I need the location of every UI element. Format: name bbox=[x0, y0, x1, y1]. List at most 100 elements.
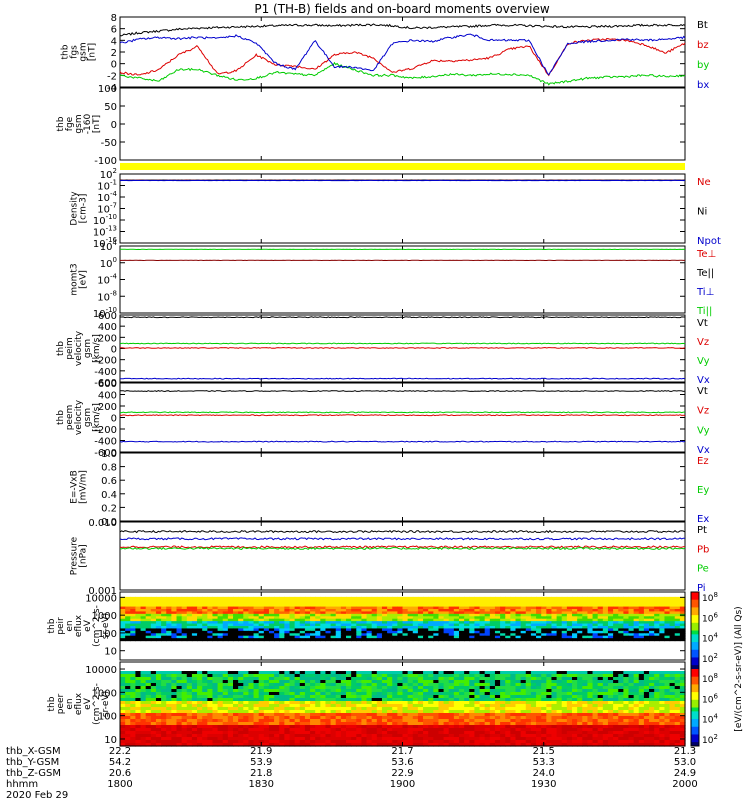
spectrogram-cell bbox=[423, 707, 429, 711]
spectrogram-cell bbox=[628, 692, 635, 696]
spectrogram-cell bbox=[536, 686, 542, 690]
spectrogram-cell bbox=[387, 621, 393, 625]
spectrogram-cell bbox=[494, 719, 501, 723]
spectrogram-cell bbox=[530, 601, 537, 605]
spectrogram-cell bbox=[381, 613, 388, 617]
spectrogram-cell bbox=[494, 692, 501, 696]
spectrogram-cell bbox=[628, 599, 635, 603]
spectrogram-cell bbox=[274, 713, 280, 717]
spectrogram-cell bbox=[243, 633, 250, 637]
spectrogram-cell bbox=[474, 716, 481, 720]
spectrogram-cell bbox=[618, 623, 624, 627]
spectrogram-cell bbox=[500, 635, 506, 639]
spectrogram-cell bbox=[366, 609, 373, 613]
spectrogram-cell bbox=[582, 719, 589, 723]
spectrogram-cell bbox=[166, 633, 172, 637]
spectrogram-cell bbox=[659, 704, 666, 708]
spectrogram-cell bbox=[274, 596, 280, 600]
spectrogram-cell bbox=[150, 630, 157, 634]
spectrogram-cell bbox=[186, 606, 193, 610]
spectrogram-cell bbox=[274, 704, 280, 708]
spectrogram-cell bbox=[397, 719, 404, 723]
spectrogram-cell bbox=[335, 719, 342, 723]
spectrogram-cell bbox=[150, 683, 157, 687]
spectrogram-cell bbox=[176, 680, 183, 684]
spectrogram-cell bbox=[227, 683, 234, 687]
spectrogram-cell bbox=[505, 719, 511, 723]
spectrogram-cell bbox=[346, 683, 352, 687]
spectrogram-cell bbox=[217, 725, 224, 729]
spectrogram-cell bbox=[530, 618, 537, 622]
spectrogram-cell bbox=[310, 630, 316, 634]
spectrogram-cell bbox=[433, 623, 440, 627]
spectrogram-cell bbox=[592, 683, 599, 687]
spectrogram-cell bbox=[258, 719, 265, 723]
spectrogram-cell bbox=[530, 737, 537, 741]
spectrogram-cell bbox=[125, 698, 131, 702]
spectrogram-cell bbox=[171, 630, 178, 634]
spectrogram-cell bbox=[125, 623, 131, 627]
y-axis-label-line: [eV] bbox=[79, 270, 89, 289]
spectrogram-cell bbox=[381, 716, 388, 720]
spectrogram-cell bbox=[371, 606, 378, 610]
spectrogram-cell bbox=[145, 689, 152, 693]
spectrogram-cell bbox=[592, 716, 599, 720]
spectrogram-cell bbox=[155, 734, 162, 738]
spectrogram-cell bbox=[279, 621, 285, 625]
spectrogram-cell bbox=[402, 701, 409, 705]
spectrogram-cell bbox=[597, 609, 604, 613]
spectrogram-cell bbox=[474, 725, 481, 729]
spectrogram-cell bbox=[433, 618, 440, 622]
spectrogram-cell bbox=[649, 613, 655, 617]
spectrogram-cell bbox=[351, 737, 357, 741]
spectrogram-cell bbox=[561, 628, 568, 632]
spectrogram-cell bbox=[572, 686, 578, 690]
spectrogram-cell bbox=[392, 596, 398, 600]
spectrogram-cell bbox=[618, 737, 624, 741]
spectrogram-cell bbox=[340, 606, 347, 610]
spectrogram-cell bbox=[315, 671, 321, 675]
spectrogram-cell bbox=[294, 618, 301, 622]
spectrogram-cell bbox=[125, 680, 131, 684]
spectrogram-cell bbox=[197, 716, 203, 720]
spectrogram-cell bbox=[310, 609, 316, 613]
spectrogram-cell bbox=[654, 722, 660, 726]
spectrogram-cell bbox=[530, 722, 537, 726]
spectrogram-cell bbox=[289, 740, 296, 744]
spectrogram-cell bbox=[335, 713, 342, 717]
spectrogram-cell bbox=[679, 722, 686, 726]
spectrogram-cell bbox=[633, 616, 640, 620]
spectrogram-cell bbox=[638, 601, 645, 605]
spectrogram-cell bbox=[315, 606, 321, 610]
spectrogram-cell bbox=[392, 604, 398, 608]
spectrogram-cell bbox=[474, 638, 481, 642]
spectrogram-cell bbox=[428, 628, 434, 632]
spectrogram-cell bbox=[536, 628, 542, 632]
spectrogram-cell bbox=[510, 686, 517, 690]
spectrogram-cell bbox=[479, 674, 486, 678]
spectrogram-cell bbox=[340, 611, 347, 615]
y-tick-label: 0.6 bbox=[101, 476, 117, 487]
spectrogram-cell bbox=[402, 630, 409, 634]
spectrogram-cell bbox=[284, 671, 291, 675]
spectrogram-cell bbox=[530, 606, 537, 610]
spectrogram-cell bbox=[392, 713, 398, 717]
spectrogram-cell bbox=[438, 704, 445, 708]
spectrogram-cell bbox=[453, 737, 460, 741]
spectrogram-cell bbox=[376, 635, 383, 639]
spectrogram-cell bbox=[674, 623, 681, 627]
spectrogram-cell bbox=[613, 609, 619, 613]
spectrogram-cell bbox=[613, 686, 619, 690]
spectrogram-cell bbox=[649, 725, 655, 729]
spectrogram-cell bbox=[464, 616, 470, 620]
spectrogram-cell bbox=[279, 677, 285, 681]
spectrogram-cell bbox=[274, 621, 280, 625]
spectrogram-cell bbox=[602, 716, 609, 720]
spectrogram-cell bbox=[638, 722, 645, 726]
spectrogram-cell bbox=[541, 635, 547, 639]
y-axis-label: thb fge gsm -160 [nT] bbox=[56, 114, 102, 135]
spectrogram-cell bbox=[222, 686, 229, 690]
spectrogram-cell bbox=[674, 604, 681, 608]
spectrogram-cell bbox=[120, 692, 126, 696]
spectrogram-cell bbox=[669, 630, 676, 634]
